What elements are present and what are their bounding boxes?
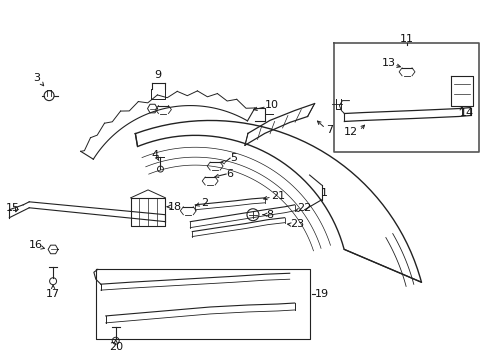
Text: 8: 8 (266, 210, 273, 220)
Text: 13: 13 (381, 58, 395, 68)
Text: 7: 7 (325, 125, 333, 135)
Text: 22: 22 (297, 203, 311, 213)
Text: 17: 17 (46, 289, 60, 299)
Text: 10: 10 (264, 100, 278, 110)
Text: 20: 20 (108, 342, 122, 352)
Text: 14: 14 (459, 107, 473, 117)
Text: 9: 9 (153, 70, 161, 80)
Text: 12: 12 (344, 127, 358, 137)
Text: 4: 4 (151, 150, 158, 160)
Text: 5: 5 (230, 153, 237, 163)
Text: 11: 11 (399, 34, 413, 44)
Text: 15: 15 (6, 203, 20, 213)
Text: 2: 2 (200, 198, 207, 208)
Text: 16: 16 (29, 241, 43, 251)
Text: 23: 23 (290, 218, 304, 228)
Text: 18: 18 (168, 202, 182, 212)
Text: 19: 19 (314, 289, 328, 299)
Text: 1: 1 (320, 188, 327, 198)
Text: 21: 21 (270, 191, 284, 201)
Text: 6: 6 (226, 169, 233, 179)
Text: 3: 3 (33, 73, 41, 83)
